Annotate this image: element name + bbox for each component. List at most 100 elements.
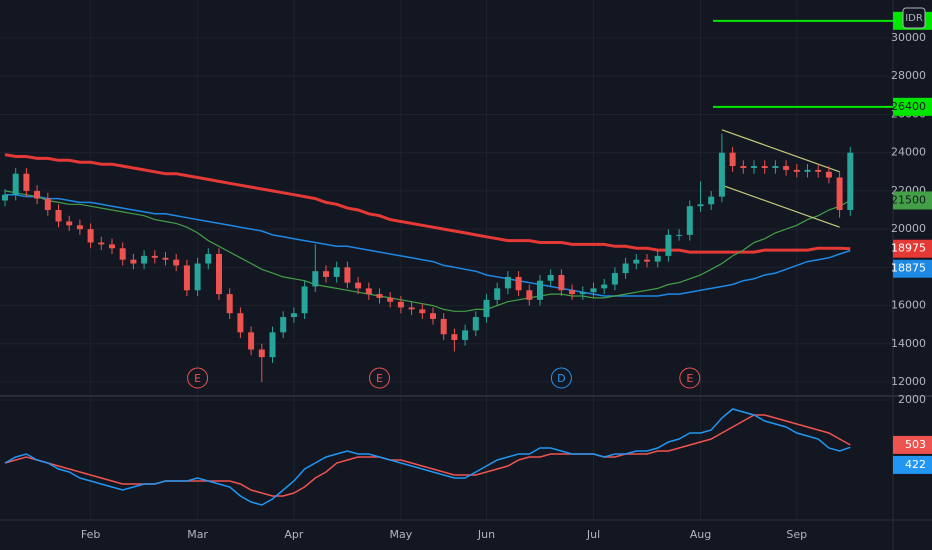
candle-body: [440, 318, 447, 335]
moving-average-line: [5, 193, 851, 297]
candle-body: [269, 332, 276, 358]
candle-body: [12, 173, 19, 195]
ma-value-label-box: [893, 259, 932, 278]
candle-body: [173, 259, 180, 266]
event-label: E: [194, 372, 201, 385]
candle-body: [280, 317, 287, 333]
candle-body: [793, 169, 800, 172]
x-tick-label: May: [390, 528, 413, 541]
level-label: 26400: [891, 100, 926, 113]
candle-body: [751, 166, 757, 168]
y-tick-label: 24000: [891, 146, 926, 159]
candle-body: [44, 198, 51, 211]
candle-body: [526, 290, 533, 300]
y-tick-label: 20000: [891, 222, 926, 235]
macd-value-label-box: [893, 455, 932, 474]
candle-body: [633, 259, 640, 264]
candle-body: [226, 294, 233, 314]
candle-body: [98, 242, 105, 245]
macd-line: [4, 408, 851, 506]
ma-value-label: 18975: [891, 242, 926, 255]
candle-body: [697, 204, 704, 207]
candle-body: [611, 273, 618, 285]
x-tick-label: Apr: [284, 528, 304, 541]
candle-body: [569, 290, 576, 295]
candle-body: [376, 294, 383, 298]
event-circle: [550, 367, 572, 389]
candle-body: [408, 307, 415, 310]
candle-body: [708, 196, 715, 205]
candle-body: [194, 263, 201, 291]
candle-body: [654, 255, 661, 262]
y-tick-label: 14000: [891, 337, 926, 350]
candle-body: [119, 248, 126, 260]
candle-body: [365, 288, 372, 295]
candle-body: [162, 257, 169, 260]
candle-body: [290, 313, 297, 318]
moving-average-line: [4, 153, 851, 254]
candle-body: [76, 225, 83, 230]
x-tick-label: Aug: [690, 528, 711, 541]
candle-body: [2, 194, 8, 201]
candle-body: [515, 276, 522, 291]
candle-body: [761, 166, 768, 168]
y-tick-label: 28000: [891, 69, 926, 82]
candle-body: [783, 166, 790, 170]
event-marker: E: [187, 367, 209, 389]
candle-body: [323, 271, 329, 277]
candle-body: [451, 334, 458, 340]
event-marker: D: [550, 367, 572, 389]
event-marker: E: [369, 367, 390, 389]
channel-line: [721, 129, 840, 173]
event-circle: [679, 367, 701, 389]
candle-body: [718, 152, 725, 197]
x-tick-label: Sep: [786, 528, 807, 541]
candle-body: [644, 259, 650, 262]
candle-body: [847, 152, 854, 211]
candle-body: [258, 349, 265, 358]
candle-body: [622, 263, 629, 274]
level-label-box: [893, 97, 932, 116]
channel-line: [721, 184, 840, 228]
candle-body: [729, 152, 736, 167]
ma-value-label-box: [893, 239, 932, 258]
y-tick-label: 12000: [891, 375, 926, 388]
event-circle: [187, 367, 209, 389]
candle-body: [23, 173, 30, 191]
x-tick-label: Jul: [586, 528, 600, 541]
candle-body: [740, 166, 747, 168]
candle-body: [344, 267, 351, 283]
candle-body: [66, 221, 73, 226]
candle-body: [665, 234, 672, 256]
candle-body: [141, 255, 148, 264]
x-tick-label: Mar: [187, 528, 208, 541]
macd-value-label: 503: [905, 438, 926, 451]
candle-body: [397, 301, 404, 308]
candle-body: [462, 330, 469, 340]
event-label: E: [686, 372, 693, 385]
candle-body: [248, 332, 255, 350]
candle-body: [547, 274, 554, 281]
candle-body: [590, 288, 597, 293]
macd-value-label-box: [893, 435, 932, 454]
candle-body: [312, 271, 319, 287]
x-tick-label: Feb: [81, 528, 100, 541]
candle-body: [537, 280, 543, 300]
currency-box: [902, 7, 926, 29]
candle-body: [430, 313, 436, 319]
candle-body: [387, 297, 394, 302]
candle-body: [87, 229, 94, 243]
ma-value-label: 18875: [891, 262, 926, 275]
event-circle: [369, 367, 390, 389]
candle-body: [772, 166, 779, 168]
candle-body: [472, 317, 479, 331]
macd-value-label: 422: [905, 458, 926, 471]
candle-body: [237, 313, 244, 333]
y2-tick-label: 2000: [898, 393, 926, 406]
ma-value-label: 21500: [891, 193, 926, 206]
candle-body: [130, 259, 137, 264]
candle-body: [825, 171, 832, 178]
candle-body: [494, 288, 501, 300]
candle-body: [205, 253, 212, 264]
